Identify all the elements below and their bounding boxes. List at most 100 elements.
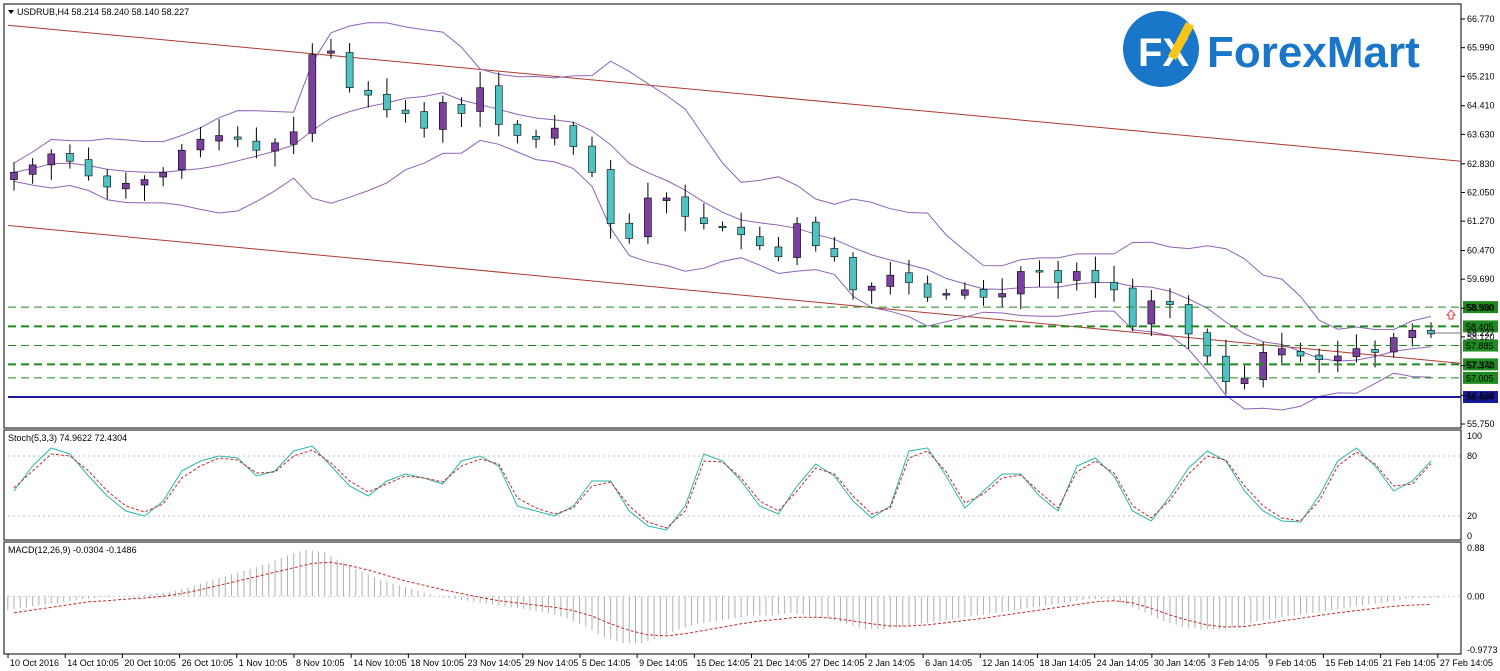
candle-bull xyxy=(1072,271,1081,281)
symbol-header: USDRUB,H4 58.214 58.240 58.140 58.227 xyxy=(8,7,189,17)
time-tick-label: 8 Nov 10:05 xyxy=(296,658,345,668)
time-tick-label: 1 Nov 10:05 xyxy=(239,658,288,668)
candle-bear xyxy=(1184,304,1193,335)
level-label: 58.405 xyxy=(1466,322,1494,332)
time-tick-label: 12 Jan 14:05 xyxy=(982,658,1034,668)
channel-upper-line xyxy=(7,24,1462,162)
candle-bear xyxy=(588,145,596,173)
price-tick-label: 62.830 xyxy=(1467,159,1495,169)
price-tick-label: 58.900 xyxy=(1467,303,1495,313)
level-label-box xyxy=(1463,339,1498,352)
time-tick-label: 18 Nov 10:05 xyxy=(410,658,464,668)
time-tick-label: 14 Nov 10:05 xyxy=(353,658,407,668)
candle-bear xyxy=(1371,349,1379,353)
time-axis: 10 Oct 2016 14 Oct 10:05 20 Oct 10:05 26 Oc… xyxy=(7,654,1493,668)
candle-bear xyxy=(345,52,354,89)
level-label: 57.005 xyxy=(1466,373,1494,383)
candle-bull xyxy=(662,197,671,201)
candle-bull xyxy=(1352,348,1361,357)
stoch-axis: 100 80 20 0 xyxy=(1467,431,1482,541)
logo-text: ForexMart xyxy=(1207,28,1420,77)
time-tick-label: 26 Oct 10:05 xyxy=(182,658,234,668)
time-tick-label: 27 Dec 14:05 xyxy=(811,658,865,668)
alert-arrow-icon xyxy=(1445,309,1457,320)
candle-bull xyxy=(28,164,37,175)
price-tick-label: 63.630 xyxy=(1467,129,1495,139)
candle-bull xyxy=(289,131,298,145)
candle-bull xyxy=(1017,271,1025,295)
level-label-box xyxy=(1463,358,1498,371)
candle-bear xyxy=(681,196,690,217)
candlesticks xyxy=(10,38,1435,394)
time-tick-label: 30 Jan 14:05 xyxy=(1154,658,1206,668)
candle-bull xyxy=(1240,377,1249,384)
candle-bear xyxy=(1296,350,1305,357)
time-tick-label: 21 Dec 14:05 xyxy=(754,658,808,668)
candle-bear xyxy=(383,93,391,111)
candle-bear xyxy=(905,272,913,283)
candle-bear xyxy=(494,85,503,125)
time-tick-label: 24 Jan 14:05 xyxy=(1097,658,1149,668)
candle-bear xyxy=(1315,354,1323,360)
level-label: 58.930 xyxy=(1466,303,1494,313)
current-price-label: 58.227 xyxy=(1467,328,1495,338)
candle-bear xyxy=(569,125,578,147)
candle-bear xyxy=(1203,332,1212,357)
candle-bull xyxy=(1278,348,1286,356)
bollinger-middle-band xyxy=(13,92,1432,362)
candle-bull xyxy=(140,179,149,186)
candle-bull xyxy=(793,223,801,258)
candle-bear xyxy=(606,169,615,225)
candle-bull xyxy=(439,102,447,130)
candle-bear xyxy=(233,136,242,140)
candle-bear xyxy=(811,221,820,247)
time-tick-label: 23 Nov 14:05 xyxy=(468,658,522,668)
candle-bear xyxy=(1091,270,1100,283)
candle-bull xyxy=(178,149,186,171)
candle-bull xyxy=(1147,300,1156,325)
macd-indicator xyxy=(7,549,1461,644)
level-label-box xyxy=(1463,301,1498,314)
candle-bear xyxy=(1054,270,1062,283)
bollinger-upper-band xyxy=(13,22,1432,331)
candle-bull xyxy=(122,182,130,190)
macd-header-text: MACD(12,26,9) -0.0304 -0.1486 xyxy=(8,545,137,555)
candle-bull xyxy=(550,127,559,139)
stoch-tick-label: 20 xyxy=(1467,511,1477,521)
header-triangle-icon xyxy=(8,10,14,14)
time-tick-label: 10 Oct 2016 xyxy=(10,658,59,668)
trend-channel xyxy=(7,24,1462,364)
candle-bull xyxy=(644,197,652,238)
candle-bull xyxy=(1259,352,1267,381)
candle-bear xyxy=(1427,329,1435,335)
macd-axis: 0.88 0.00 -0.9773 xyxy=(1467,543,1498,655)
candle-bear xyxy=(1110,281,1118,291)
price-tick-label: 65.990 xyxy=(1467,43,1495,53)
macd-tick-label: 0.88 xyxy=(1467,543,1485,553)
time-tick-label: 2 Jan 14:05 xyxy=(868,658,915,668)
candle-bull xyxy=(215,135,223,142)
price-tick-label: 57.340 xyxy=(1467,361,1495,371)
channel-lower-line xyxy=(7,225,1462,364)
time-tick-label: 27 Feb 14:05 xyxy=(1440,658,1493,668)
candle-bear xyxy=(532,135,540,140)
stoch-header-text: Stoch(5,3,3) 74.9622 72.4304 xyxy=(8,433,127,443)
candle-bull xyxy=(10,171,18,180)
candle-bear xyxy=(420,111,428,129)
candle-bear xyxy=(625,222,634,239)
stoch-tick-label: 80 xyxy=(1467,451,1477,461)
price-tick-label: 58.120 xyxy=(1467,332,1495,342)
price-panel-frame xyxy=(3,3,1462,429)
candle-bear xyxy=(774,246,783,258)
time-tick-label: 9 Feb 14:05 xyxy=(1268,658,1316,668)
candle-bear xyxy=(849,257,857,291)
price-tick-label: 61.270 xyxy=(1467,216,1495,226)
candle-bear xyxy=(84,159,93,177)
candle-bear xyxy=(401,109,410,114)
candle-bull xyxy=(886,274,895,287)
forexmart-logo: FX ForexMart xyxy=(1123,11,1420,87)
symbol-header-text: USDRUB,H4 58.214 58.240 58.140 58.227 xyxy=(17,7,189,17)
time-tick-label: 15 Feb 14:05 xyxy=(1325,658,1378,668)
candle-bear xyxy=(252,140,261,151)
candle-bull xyxy=(327,50,335,54)
